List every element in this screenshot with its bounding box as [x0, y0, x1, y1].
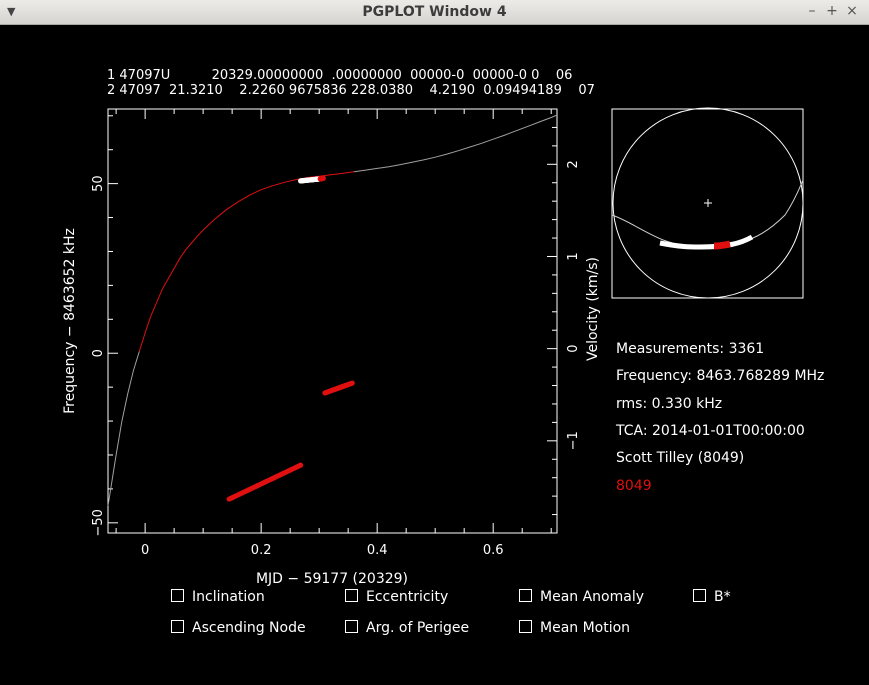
checkbox-box[interactable]	[519, 620, 532, 633]
axis-tick-labels: 0 0.2 0.4 0.6 −50 0 50 −1 0 1 2	[91, 160, 581, 558]
model-curve-segment	[107, 351, 140, 506]
window-title: PGPLOT Window 4	[362, 4, 507, 20]
x-tick-label: 0.2	[251, 543, 272, 558]
main-plot-frame	[107, 108, 558, 534]
x-tick-label: 0.4	[367, 543, 388, 558]
x-tick-label: 0.6	[483, 543, 504, 558]
close-button[interactable]: ×	[846, 3, 858, 19]
y-axis-label: Frequency − 8463652 kHz	[62, 228, 78, 414]
checkbox-box[interactable]	[519, 589, 532, 602]
checkbox-box[interactable]	[171, 589, 184, 602]
checkbox-bstar[interactable]: B*	[693, 589, 731, 607]
plot-canvas[interactable]: 1 47097U 20329.00000000 .00000000 00000-…	[0, 25, 869, 681]
checkbox-mean-motion[interactable]: Mean Motion	[519, 620, 630, 638]
checkbox-box[interactable]	[345, 620, 358, 633]
observer-name: Scott Tilley (8049)	[616, 450, 744, 466]
tle-line-1: 1 47097U 20329.00000000 .00000000 00000-…	[107, 68, 572, 83]
measurements-count: Measurements: 3361	[616, 341, 764, 357]
tle-line-2: 2 47097 21.3210 2.2260 9675836 228.0380 …	[107, 83, 595, 98]
y2-tick-label: 1	[566, 252, 581, 260]
frequency-value: Frequency: 8463.768289 MHz	[616, 368, 824, 384]
checkbox-label: Mean Motion	[540, 620, 631, 636]
checkbox-arg-perigee[interactable]: Arg. of Perigee	[345, 620, 469, 638]
model-curve-segment	[353, 114, 558, 173]
ground-track-inset	[611, 107, 804, 299]
checkbox-box[interactable]	[693, 589, 706, 602]
checkbox-box[interactable]	[171, 620, 184, 633]
observed-track-segment	[659, 234, 754, 250]
checkbox-box[interactable]	[345, 589, 358, 602]
checkbox-label: B*	[714, 589, 731, 605]
checkbox-ascending-node[interactable]: Ascending Node	[171, 620, 306, 638]
title-bar[interactable]: ▼ PGPLOT Window 4 – + ×	[0, 0, 869, 25]
minimize-button[interactable]: –	[808, 3, 816, 19]
plot-area[interactable]: 1 47097U 20329.00000000 .00000000 00000-…	[0, 25, 869, 681]
checkbox-label: Ascending Node	[192, 620, 306, 636]
tca-value: TCA: 2014-01-01T00:00:00	[615, 423, 805, 439]
checkbox-eccentricity[interactable]: Eccentricity	[345, 589, 448, 607]
checkbox-inclination[interactable]: Inclination	[171, 589, 265, 607]
y-tick-label: 0	[91, 349, 106, 357]
y2-axis-label: Velocity (km/s)	[585, 257, 601, 361]
x-tick-label: 0	[141, 543, 149, 558]
measurement-point	[349, 380, 355, 386]
y-tick-label: 50	[91, 175, 106, 192]
inset-circle	[612, 107, 804, 299]
measurement-points	[226, 175, 355, 502]
y-tick-label: −50	[91, 509, 106, 536]
checkbox-label: Arg. of Perigee	[366, 620, 470, 636]
highlight-track-segment	[713, 240, 731, 250]
checkbox-label: Mean Anomaly	[540, 589, 645, 605]
checkbox-mean-anomaly[interactable]: Mean Anomaly	[519, 589, 644, 607]
orbit-track	[611, 179, 804, 248]
chevron-down-icon[interactable]: ▼	[7, 5, 16, 18]
measurement-point	[297, 462, 304, 468]
maximize-button[interactable]: +	[826, 3, 838, 19]
axis-ticks	[108, 109, 557, 533]
site-id: 8049	[616, 478, 652, 494]
model-curve-segment	[138, 171, 355, 352]
y2-tick-label: −1	[566, 431, 581, 450]
x-axis-label: MJD − 59177 (20329)	[256, 571, 408, 587]
y2-tick-label: 2	[566, 160, 581, 168]
measurement-point	[320, 175, 326, 181]
rms-value: rms: 0.330 kHz	[616, 396, 722, 412]
checkbox-label: Eccentricity	[366, 589, 449, 605]
y2-tick-label: 0	[566, 345, 581, 353]
checkbox-label: Inclination	[192, 589, 265, 605]
model-curve	[107, 114, 558, 506]
